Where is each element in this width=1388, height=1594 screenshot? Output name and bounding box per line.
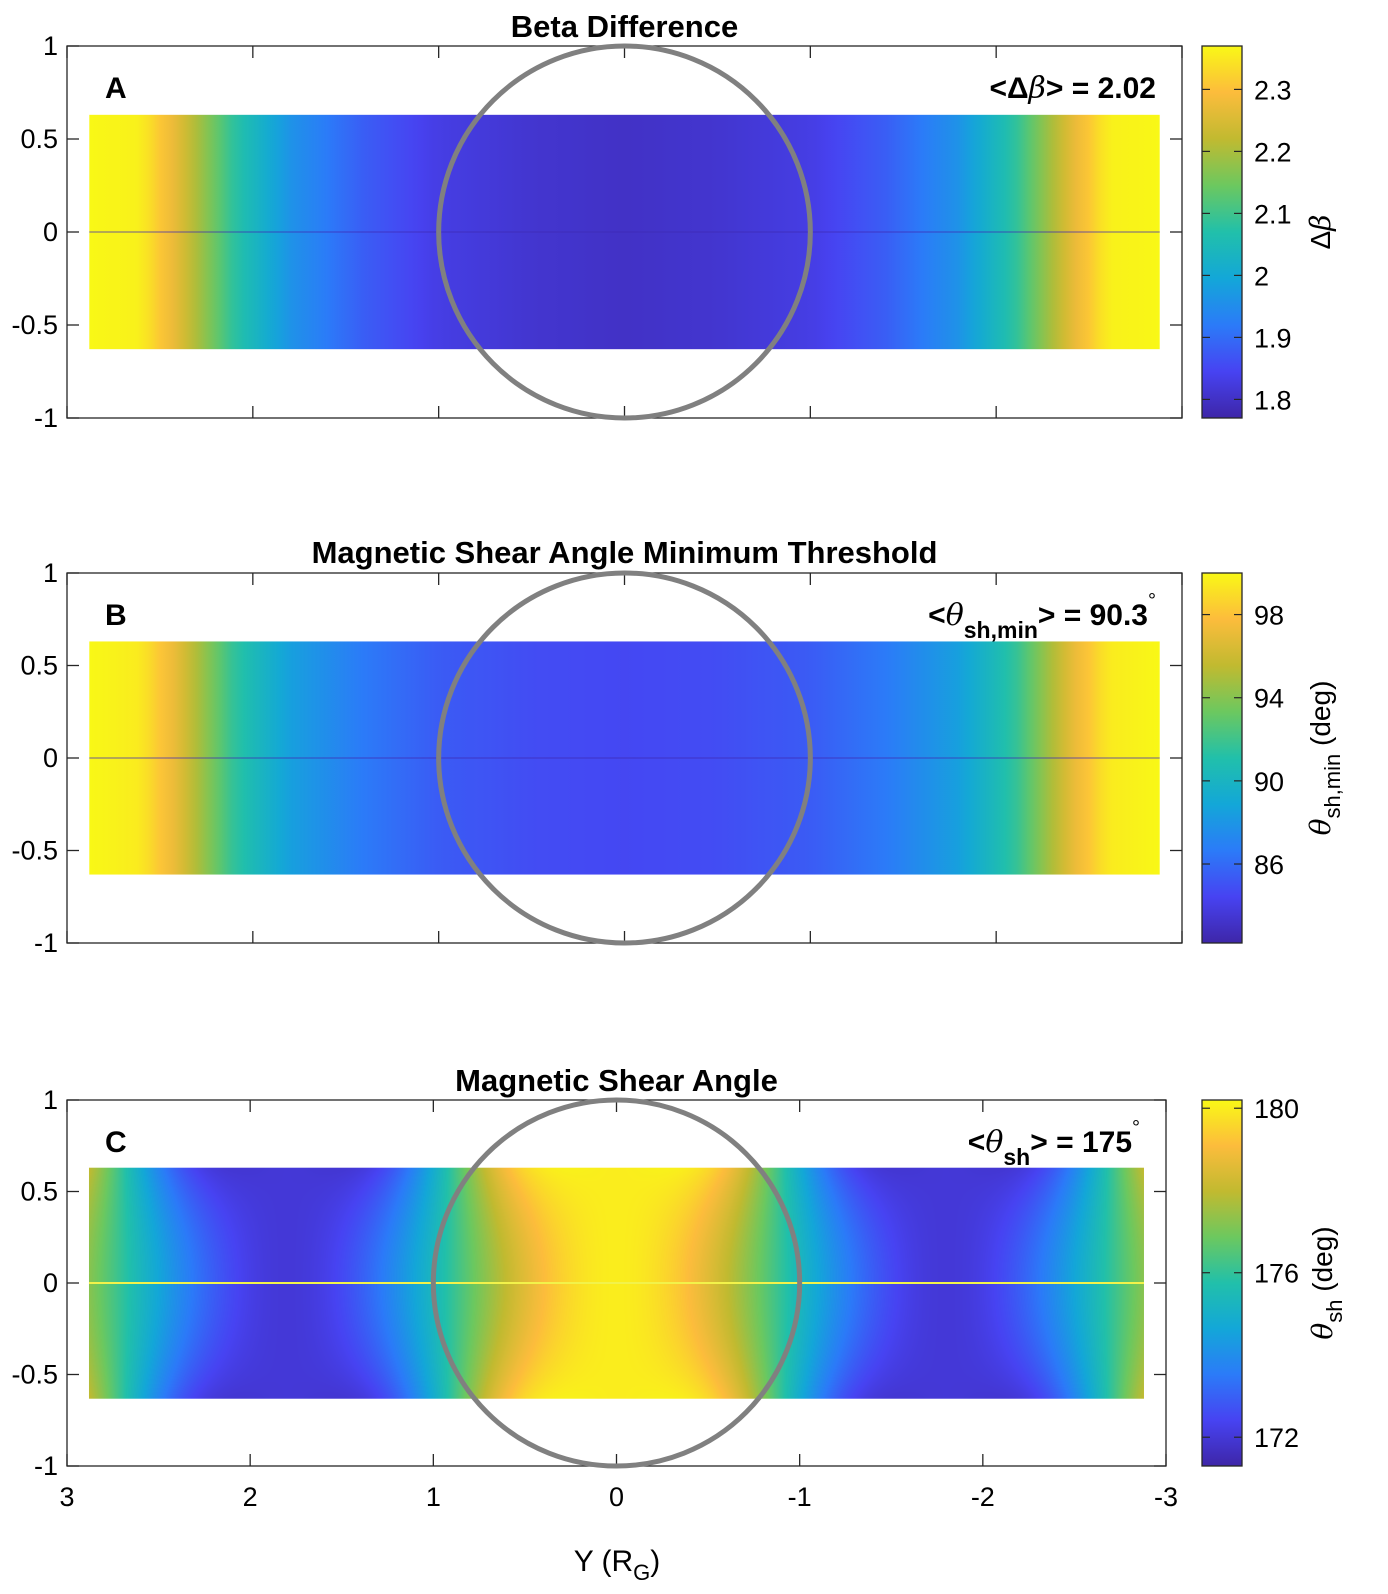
colorbar-tick-label: 86 [1254, 850, 1284, 880]
colorbar-tick-label: 180 [1254, 1094, 1299, 1124]
y-tick-label: 0 [43, 1268, 58, 1298]
y-tick-label: -0.5 [11, 310, 58, 340]
y-tick-label: -1 [34, 928, 58, 958]
panel-a: Beta Difference 1 0.5 0 -0.5 -1 A <Δβ> = 2.02 1.… [11, 9, 1337, 433]
panel-title: Magnetic Shear Angle [455, 1063, 778, 1098]
panel-title: Magnetic Shear Angle Minimum Threshold [312, 535, 938, 570]
mean-annotation: <θsh,min> = 90.3° [928, 590, 1156, 643]
colorbar-tick-label: 90 [1254, 767, 1284, 797]
ganymede-circle [436, 570, 813, 946]
x-tick-label: -1 [788, 1482, 812, 1512]
colorbar-tick-label: 2.1 [1254, 199, 1292, 229]
y-tick-label: 0 [43, 743, 58, 773]
colorbar-tick-label: 2.3 [1254, 75, 1292, 105]
colorbar-label: Δβ [1304, 215, 1337, 250]
y-tick-label: 0.5 [20, 1177, 58, 1207]
panel-letter: A [105, 72, 127, 105]
x-tick-label: 0 [609, 1482, 624, 1512]
y-tick-label: 1 [43, 31, 58, 61]
mean-annotation: <Δβ> = 2.02 [989, 71, 1156, 106]
colorbar [1201, 572, 1243, 944]
colorbar-tick-label: 1.9 [1254, 323, 1292, 353]
x-tick-label: 3 [59, 1482, 74, 1512]
ganymede-circle [436, 43, 813, 421]
colorbar-tick-label: 2 [1254, 261, 1269, 291]
colorbar-label: θsh,min (deg) [1304, 681, 1345, 836]
colorbar-tick-label: 2.2 [1254, 137, 1292, 167]
panel-title: Beta Difference [511, 9, 738, 44]
y-tick-label: 0.5 [20, 124, 58, 154]
colorbar-tick-label: 98 [1254, 601, 1284, 631]
colorbar-tick-label: 1.8 [1254, 385, 1292, 415]
x-tick-label: 2 [243, 1482, 258, 1512]
y-tick-label: 0 [43, 217, 58, 247]
panel-letter: C [105, 1126, 127, 1159]
y-tick-label: -1 [34, 403, 58, 433]
colorbar-tick-label: 172 [1254, 1423, 1299, 1453]
x-tick-label: 1 [426, 1482, 441, 1512]
ganymede-circle [430, 1097, 803, 1469]
panel-letter: B [105, 599, 127, 632]
x-axis-label: Y (RG) [574, 1545, 661, 1585]
y-tick-label: -1 [34, 1451, 58, 1481]
x-tick-label: -2 [971, 1482, 995, 1512]
panel-b: Magnetic Shear Angle Minimum Threshold 1 0… [11, 535, 1345, 958]
y-tick-label: 1 [43, 1085, 58, 1115]
colorbar-tick-label: 94 [1254, 684, 1284, 714]
mean-annotation: <θsh> = 175° [968, 1117, 1140, 1170]
y-tick-label: -0.5 [11, 1360, 58, 1390]
y-tick-label: 0.5 [20, 651, 58, 681]
colorbar [1201, 1099, 1243, 1467]
x-tick-label: -3 [1154, 1482, 1178, 1512]
colorbar-tick-label: 176 [1254, 1259, 1299, 1289]
y-tick-label: -0.5 [11, 836, 58, 866]
colorbar-label: θsh (deg) [1306, 1226, 1347, 1339]
colorbar [1201, 45, 1243, 419]
y-tick-label: 1 [43, 558, 58, 588]
